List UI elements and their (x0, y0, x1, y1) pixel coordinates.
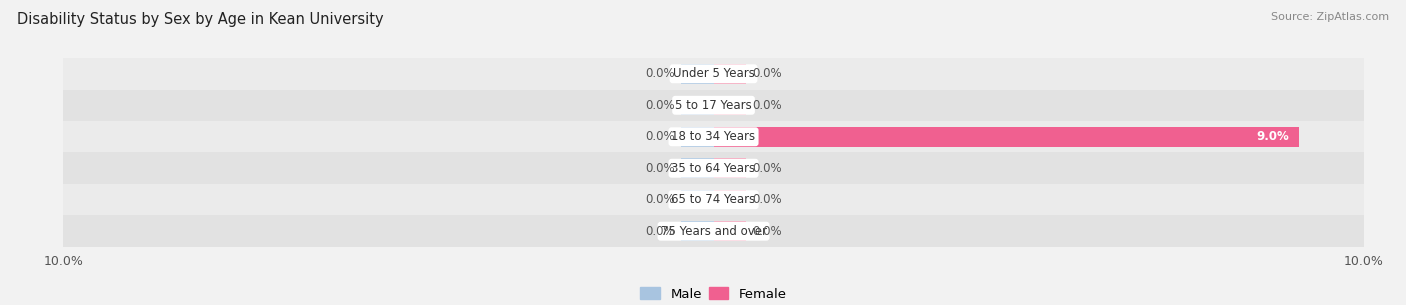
Text: Disability Status by Sex by Age in Kean University: Disability Status by Sex by Age in Kean … (17, 12, 384, 27)
Bar (713, 64, 747, 84)
Text: 0.0%: 0.0% (752, 99, 782, 112)
Text: 0.0%: 0.0% (645, 67, 675, 80)
Text: Source: ZipAtlas.com: Source: ZipAtlas.com (1271, 12, 1389, 22)
Bar (63, 184, 1364, 215)
Legend: Male, Female: Male, Female (636, 282, 792, 305)
Text: 0.0%: 0.0% (645, 193, 675, 206)
Text: 0.0%: 0.0% (752, 193, 782, 206)
Text: 75 Years and over: 75 Years and over (661, 225, 766, 238)
Text: 0.0%: 0.0% (752, 225, 782, 238)
Bar (713, 190, 747, 210)
Bar (681, 159, 713, 178)
Text: 0.0%: 0.0% (645, 162, 675, 175)
Text: 0.0%: 0.0% (645, 130, 675, 143)
Bar (681, 95, 713, 115)
Bar (713, 221, 747, 241)
Text: 0.0%: 0.0% (752, 162, 782, 175)
Bar (681, 64, 713, 84)
Bar (63, 58, 1364, 90)
Text: 0.0%: 0.0% (645, 225, 675, 238)
Bar (681, 127, 713, 146)
Text: 5 to 17 Years: 5 to 17 Years (675, 99, 752, 112)
Bar (713, 127, 1299, 146)
Text: Under 5 Years: Under 5 Years (672, 67, 755, 80)
Bar (681, 221, 713, 241)
Bar (63, 90, 1364, 121)
Text: 0.0%: 0.0% (752, 67, 782, 80)
Text: 0.0%: 0.0% (645, 99, 675, 112)
Bar (63, 121, 1364, 152)
Text: 9.0%: 9.0% (1257, 130, 1289, 143)
Text: 18 to 34 Years: 18 to 34 Years (672, 130, 755, 143)
Bar (713, 159, 747, 178)
Text: 65 to 74 Years: 65 to 74 Years (672, 193, 755, 206)
Bar (713, 95, 747, 115)
Bar (63, 215, 1364, 247)
Bar (681, 190, 713, 210)
Bar (63, 152, 1364, 184)
Text: 35 to 64 Years: 35 to 64 Years (672, 162, 755, 175)
